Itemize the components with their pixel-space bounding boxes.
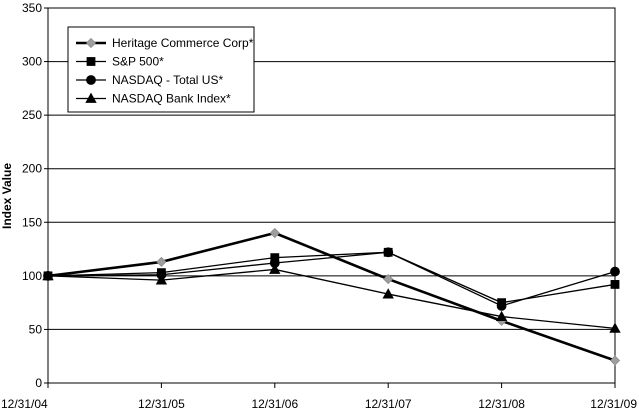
data-point — [609, 355, 621, 366]
y-axis-label: Index Value — [0, 163, 14, 229]
series-3 — [42, 263, 621, 333]
series-line — [47, 251, 616, 307]
y-tick-label: 350 — [22, 1, 42, 15]
data-point — [495, 310, 508, 321]
legend-label: NASDAQ Bank Index* — [112, 92, 231, 106]
data-point — [383, 247, 394, 258]
x-tick-label: 12/31/09 — [590, 397, 637, 411]
data-point — [155, 274, 168, 285]
y-tick-label: 50 — [29, 322, 43, 336]
x-tick-label: 12/31/07 — [365, 397, 412, 411]
x-tick-label: 12/31/08 — [478, 397, 525, 411]
plot-area-frame — [47, 7, 616, 384]
data-point — [496, 300, 507, 311]
series-line — [47, 231, 616, 362]
data-point — [383, 274, 394, 285]
legend-marker — [86, 57, 96, 66]
data-point — [269, 227, 280, 239]
y-tick-label: 300 — [22, 55, 42, 69]
legend-box — [67, 26, 255, 113]
x-tick-label: 12/31/06 — [251, 397, 298, 411]
data-point — [42, 270, 54, 281]
data-point — [156, 256, 167, 267]
y-tick-label: 250 — [22, 108, 42, 122]
y-tick-label: 200 — [22, 162, 42, 176]
legend-marker — [85, 37, 97, 49]
x-tick-label: 12/31/04 — [1, 397, 48, 411]
legend-label: S&P 500* — [112, 55, 164, 69]
y-axis-ticks: 0 50 100 150 200 250 300 350 — [22, 1, 48, 390]
data-point — [382, 288, 394, 299]
legend-marker — [86, 75, 96, 85]
y-tick-label: 150 — [22, 215, 42, 229]
legend-label: NASDAQ - Total US* — [112, 73, 223, 87]
series-line — [47, 268, 616, 330]
legend-marker — [85, 92, 97, 103]
data-point — [610, 280, 620, 289]
data-point — [609, 322, 621, 333]
y-tick-label: 100 — [22, 269, 42, 283]
legend: Heritage Commerce Corp* S&P 500* NASDAQ - … — [67, 26, 255, 113]
data-point — [269, 263, 281, 274]
x-axis-ticks: 12/31/04 12/31/05 12/31/06 12/31/07 12/31/08… — [1, 383, 637, 411]
x-tick-label: 12/31/05 — [138, 397, 185, 411]
series-line — [47, 251, 616, 304]
data-point — [610, 266, 620, 277]
y-tick-label: 0 — [35, 376, 42, 390]
legend-label: Heritage Commerce Corp* — [112, 36, 254, 50]
series-group — [42, 227, 621, 366]
